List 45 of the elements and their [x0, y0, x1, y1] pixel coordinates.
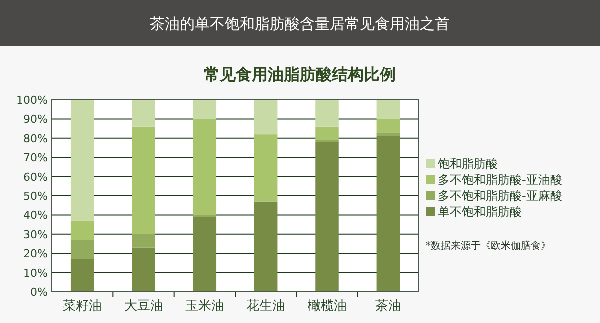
y-tick-label: 20%: [24, 248, 48, 261]
text: *数据来源于《欧米伽膳食》: [426, 240, 551, 252]
bar: [376, 132, 400, 136]
bar: [70, 259, 94, 292]
x-tick-label: 橄榄油: [308, 299, 347, 314]
x-tick-label: 菜籽油: [63, 299, 102, 314]
bar: [376, 119, 400, 133]
y-tick-label: 80%: [24, 132, 48, 146]
y-tick-label: 60%: [24, 170, 48, 184]
legend-label: 单不饱和脂肪酸: [438, 205, 522, 219]
bar: [193, 100, 217, 120]
y-tick-label: 0%: [30, 286, 48, 299]
bar: [316, 142, 339, 292]
bar: [70, 100, 94, 221]
x-tick-label: 大豆油: [124, 299, 164, 314]
bar: [132, 234, 156, 248]
y-tick-label: 90%: [24, 113, 48, 126]
bar: [193, 119, 217, 216]
bar: [316, 126, 339, 140]
legend-label: 饱和脂肪酸: [437, 157, 498, 171]
y-tick-label: 30%: [24, 228, 48, 242]
x-tick-label: 茶油: [375, 299, 402, 314]
bar: [376, 100, 400, 120]
y-tick-label: 10%: [24, 266, 48, 280]
bar: [70, 240, 94, 260]
subtitle: 常见食用油脂肪酸结构比例: [204, 65, 396, 84]
bar: [132, 126, 156, 234]
y-tick-label: 70%: [24, 152, 48, 165]
y-tick-label: 40%: [24, 209, 48, 222]
bar: [254, 100, 278, 135]
x-tick-label: 玉米油: [185, 299, 224, 314]
bar: [376, 136, 400, 292]
bar: [254, 134, 278, 202]
bar: [132, 248, 156, 292]
x-tick-label: 花生油: [246, 299, 286, 314]
bar: [316, 100, 339, 127]
bar: [70, 220, 94, 240]
y-tick-label: 50%: [24, 190, 48, 203]
bar: [254, 202, 278, 292]
bar: [132, 100, 156, 127]
y-tick-label: 100%: [16, 94, 48, 107]
legend-label: 多不饱和脂肪酸-亚麻酸: [438, 189, 562, 203]
title: 茶油的单不饱和脂肪酸含量居常见食用油之首: [150, 15, 450, 33]
bar: [193, 217, 217, 292]
legend-label: 多不饱和脂肪酸-亚油酸: [438, 173, 562, 187]
